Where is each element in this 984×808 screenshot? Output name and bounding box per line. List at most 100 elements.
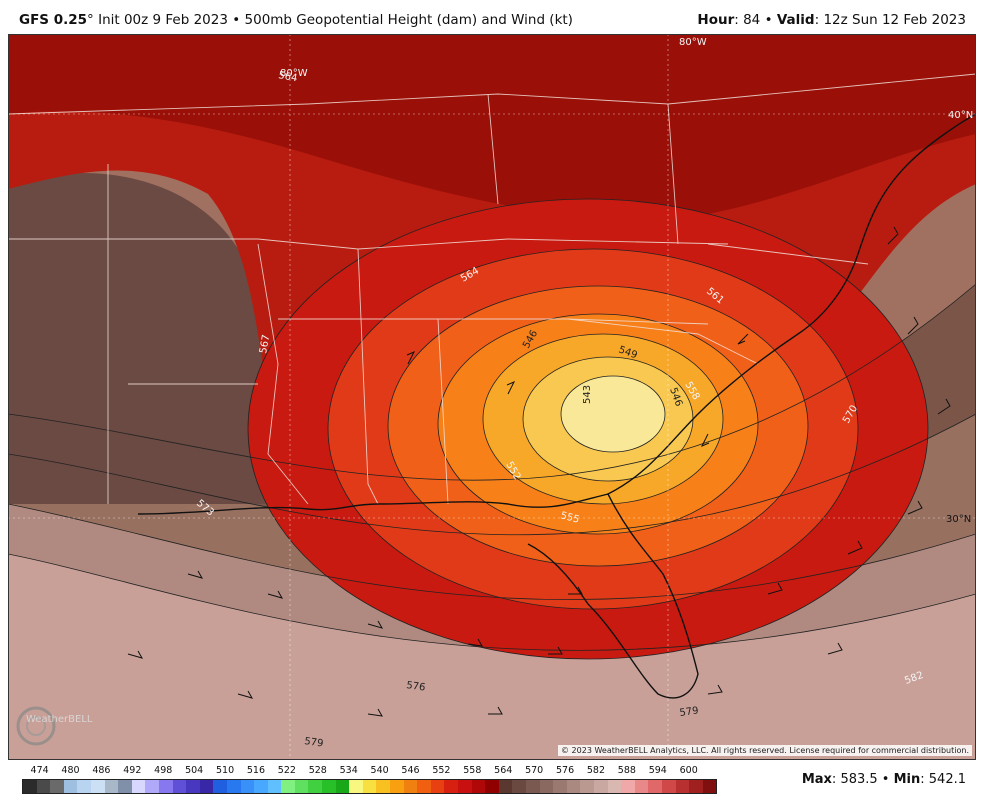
colorbar-swatch bbox=[131, 780, 146, 793]
colorbar-swatch bbox=[186, 780, 200, 793]
colorbar-swatch bbox=[281, 780, 295, 793]
max-value: 583.5 bbox=[840, 772, 878, 787]
colorbar-swatch bbox=[525, 780, 540, 793]
colorbar-swatch bbox=[172, 780, 187, 793]
colorbar-tick-label: 498 bbox=[154, 765, 173, 776]
colorbar-swatch bbox=[512, 780, 526, 793]
colorbar-swatch bbox=[403, 780, 418, 793]
colorbar-tick-label: 546 bbox=[401, 765, 420, 776]
colorbar-tick-label: 474 bbox=[30, 765, 49, 776]
coastline bbox=[137, 113, 976, 699]
colorbar-swatch bbox=[485, 780, 499, 793]
colorbar-swatch bbox=[621, 780, 635, 793]
hour-label: Hour bbox=[697, 12, 735, 28]
colorbar-swatch bbox=[213, 780, 227, 793]
lat-lon-grid bbox=[8, 34, 976, 760]
copyright-notice: © 2023 WeatherBELL Analytics, LLC. All r… bbox=[558, 745, 972, 756]
colorbar-swatch bbox=[294, 780, 309, 793]
colorbar-swatch bbox=[199, 780, 214, 793]
lon-label-1: 80°W bbox=[280, 68, 308, 79]
min-label: Min bbox=[893, 772, 921, 787]
colorbar-swatch bbox=[308, 780, 323, 793]
wind-barbs bbox=[127, 226, 951, 717]
colorbar-ticks: 474 480 486 492 498 504 510 516 522 528 534 540 546 5… bbox=[22, 765, 702, 777]
colorbar-tick-label: 582 bbox=[586, 765, 606, 776]
colorbar-tick-label: 570 bbox=[525, 765, 544, 776]
hour-value: 84 bbox=[743, 12, 761, 28]
colorbar-swatch bbox=[689, 780, 703, 793]
max-label: Max bbox=[801, 772, 832, 787]
map-border bbox=[8, 34, 976, 760]
colorbar-swatch bbox=[376, 780, 391, 793]
min-value: 542.1 bbox=[928, 772, 966, 787]
colorbar-swatch bbox=[23, 780, 37, 793]
colorbar-tick-label: 528 bbox=[308, 765, 327, 776]
colorbar-swatch bbox=[226, 780, 241, 793]
colorbar-swatch bbox=[63, 780, 78, 793]
colorbar bbox=[22, 779, 718, 794]
valid-value: 12z Sun 12 Feb 2023 bbox=[823, 12, 966, 28]
colorbar-swatch bbox=[118, 780, 132, 793]
watermark-text: WeatherBELL bbox=[26, 714, 93, 725]
colorbar-tick-label: 510 bbox=[215, 765, 235, 776]
logo-swirl-icon bbox=[16, 706, 56, 746]
colorbar-swatch bbox=[607, 780, 622, 793]
colorbar-tick-label: 516 bbox=[246, 765, 266, 776]
lat-label-40n: 40°N bbox=[948, 110, 973, 121]
colorbar-swatch bbox=[335, 780, 350, 793]
colorbar-swatch bbox=[430, 780, 445, 793]
max-min-readout: Max: 583.5 • Min: 542.1 bbox=[801, 772, 966, 787]
colorbar-swatch bbox=[267, 780, 282, 793]
colorbar-tick-label: 522 bbox=[277, 765, 296, 776]
colorbar-tick-label: 492 bbox=[123, 765, 142, 776]
colorbar-swatch bbox=[539, 780, 554, 793]
contour-ring-543 bbox=[561, 376, 665, 452]
colorbar-swatch bbox=[580, 780, 594, 793]
separator-2: • bbox=[764, 12, 773, 28]
colorbar-swatch bbox=[322, 780, 336, 793]
colorbar-tick-label: 576 bbox=[555, 765, 575, 776]
colorbar-swatch bbox=[36, 780, 51, 793]
colorbar-swatch bbox=[417, 780, 431, 793]
colorbar-swatch bbox=[634, 780, 649, 793]
valid-info: Hour: 84 • Valid: 12z Sun 12 Feb 2023 bbox=[697, 12, 966, 28]
colorbar-swatch bbox=[553, 780, 567, 793]
colorbar-swatch bbox=[390, 780, 404, 793]
colorbar-swatch bbox=[50, 780, 64, 793]
title: GFS 0.25° Init 00z 9 Feb 2023 • 500mb Ge… bbox=[19, 12, 573, 28]
colorbar-tick-label: 480 bbox=[61, 765, 80, 776]
colorbar-tick-label: 600 bbox=[679, 765, 698, 776]
contour-label-576: 576 bbox=[406, 680, 426, 694]
colorbar-tick-label: 588 bbox=[617, 765, 636, 776]
colorbar-tick-label: 534 bbox=[339, 765, 358, 776]
colorbar-swatch bbox=[675, 780, 690, 793]
colorbar-tick-label: 540 bbox=[370, 765, 389, 776]
colorbar-tick-label: 504 bbox=[185, 765, 204, 776]
init-time: Init 00z 9 Feb 2023 bbox=[98, 12, 228, 28]
colorbar-swatch bbox=[593, 780, 608, 793]
header: GFS 0.25° Init 00z 9 Feb 2023 • 500mb Ge… bbox=[0, 0, 984, 34]
colorbar-swatch bbox=[648, 780, 662, 793]
colorbar-swatch bbox=[240, 780, 255, 793]
colorbar-tick-label: 564 bbox=[494, 765, 513, 776]
colorbar-tick-label: 558 bbox=[463, 765, 482, 776]
colorbar-swatch bbox=[77, 780, 91, 793]
separator-3: • bbox=[881, 772, 890, 787]
separator: • bbox=[232, 12, 241, 28]
colorbar-swatch bbox=[104, 780, 119, 793]
product-name: 500mb Geopotential Height (dam) and Wind… bbox=[244, 12, 573, 28]
contour-label-543: 543 bbox=[582, 385, 593, 404]
colorbar-swatch bbox=[471, 780, 486, 793]
state-boundaries bbox=[8, 73, 976, 505]
colorbar-tick-label: 486 bbox=[92, 765, 111, 776]
colorbar-swatch bbox=[145, 780, 159, 793]
colorbar-swatch bbox=[444, 780, 458, 793]
colorbar-swatch bbox=[702, 780, 717, 793]
colorbar-swatch bbox=[661, 780, 676, 793]
weather-map: 80°W 80°W 40°N 30°N 564 567 564 561 558 … bbox=[8, 34, 976, 760]
colorbar-swatch bbox=[362, 780, 377, 793]
colorbar-swatch bbox=[498, 780, 513, 793]
lon-label-2: 80°W bbox=[679, 37, 707, 48]
contour-label-555: 555 bbox=[559, 510, 580, 526]
contour-label-579-b: 579 bbox=[679, 705, 699, 719]
